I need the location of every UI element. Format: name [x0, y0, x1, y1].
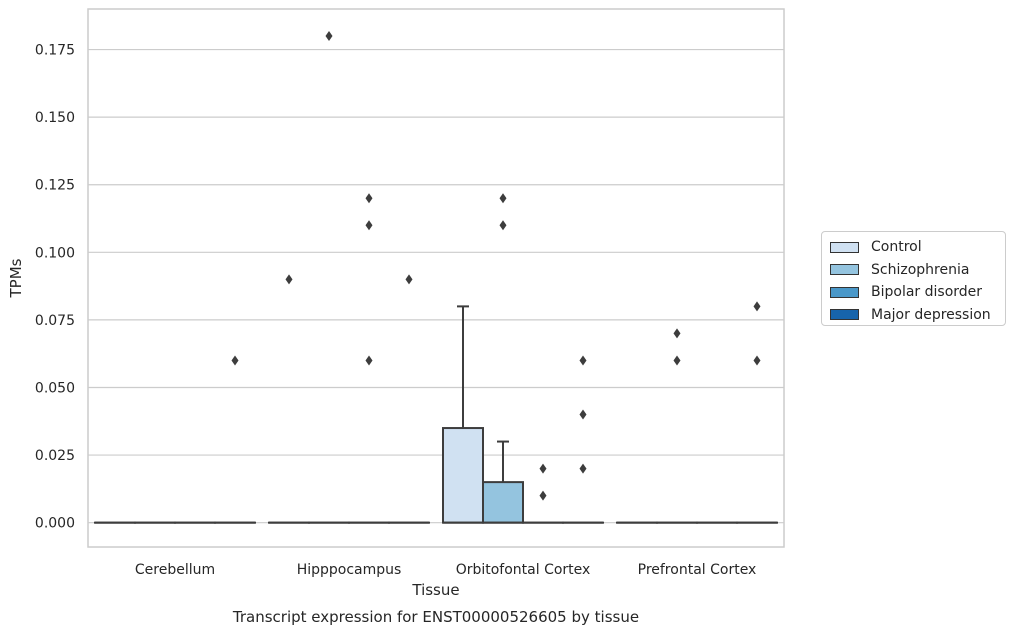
- outlier-point: [673, 328, 681, 339]
- legend-label-bipolar-disorder: Bipolar disorder: [871, 284, 983, 301]
- y-tick-label: 0.100: [35, 245, 75, 261]
- x-axis-label: Tissue: [411, 581, 459, 599]
- boxes: [94, 305, 778, 524]
- x-tick-labels: Cerebellum Hipppocampus Orbitofontal Corte…: [135, 562, 756, 578]
- box-body: [482, 481, 524, 524]
- y-tick-label: 0.000: [35, 516, 75, 532]
- box-2-1: [482, 440, 524, 524]
- y-tick-labels: 0.000 0.025 0.050 0.075 0.100 0.125 0.150 0.175: [35, 43, 75, 532]
- y-tick-label: 0.125: [35, 178, 75, 194]
- legend-swatch-major-depression: [830, 309, 859, 321]
- legend-label-schizophrenia: Schizophrenia: [871, 261, 970, 278]
- outliers: [231, 31, 761, 501]
- outlier-point: [539, 490, 547, 501]
- legend-item-schizophrenia: Schizophrenia: [830, 259, 1005, 282]
- grid-lines: [88, 48, 784, 524]
- chart-title: Transcript expression for ENST0000052660…: [232, 608, 639, 626]
- x-tick-label: Orbitofontal Cortex: [456, 562, 591, 578]
- y-tick-label: 0.150: [35, 110, 75, 126]
- box-body: [442, 427, 484, 524]
- outlier-point: [499, 193, 507, 204]
- legend-swatch-schizophrenia: [830, 264, 859, 276]
- y-tick-label: 0.025: [35, 448, 75, 464]
- legend: Control Schizophrenia Bipolar disorder M…: [821, 231, 1006, 326]
- legend-item-control: Control: [830, 236, 1005, 259]
- outlier-point: [539, 463, 547, 474]
- y-tick-label: 0.075: [35, 313, 75, 329]
- box-2-0: [442, 305, 484, 524]
- legend-swatch-bipolar-disorder: [830, 286, 859, 298]
- outlier-point: [499, 220, 507, 231]
- x-tick-label: Prefrontal Cortex: [638, 562, 757, 578]
- outlier-point: [365, 355, 373, 366]
- outlier-point: [231, 355, 239, 366]
- y-axis-label: TPMs: [7, 258, 25, 298]
- outlier-point: [753, 301, 761, 312]
- outlier-point: [579, 409, 587, 420]
- plot-area-frame: [87, 8, 785, 548]
- legend-label-control: Control: [871, 239, 922, 256]
- x-tick-label: Hipppocampus: [297, 562, 402, 578]
- outlier-point: [753, 355, 761, 366]
- legend-label-major-depression: Major depression: [871, 306, 991, 323]
- outlier-point: [365, 220, 373, 231]
- x-tick-label: Cerebellum: [135, 562, 215, 578]
- outlier-point: [285, 274, 293, 285]
- y-tick-label: 0.175: [35, 43, 75, 59]
- legend-item-bipolar-disorder: Bipolar disorder: [830, 281, 1005, 304]
- outlier-point: [579, 463, 587, 474]
- outlier-point: [673, 355, 681, 366]
- legend-swatch-control: [830, 241, 859, 253]
- outlier-point: [365, 193, 373, 204]
- outlier-point: [405, 274, 413, 285]
- legend-item-major-depression: Major depression: [830, 304, 1005, 327]
- outlier-point: [579, 355, 587, 366]
- y-tick-label: 0.050: [35, 380, 75, 396]
- outlier-point: [325, 31, 333, 42]
